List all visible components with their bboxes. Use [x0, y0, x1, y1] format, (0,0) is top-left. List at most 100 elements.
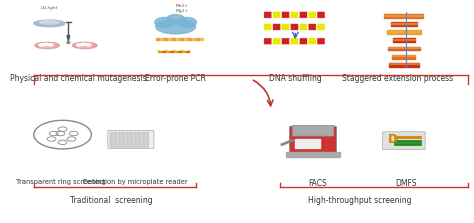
FancyBboxPatch shape	[282, 24, 290, 30]
Circle shape	[114, 132, 117, 134]
Circle shape	[118, 146, 121, 147]
Ellipse shape	[77, 43, 92, 47]
Circle shape	[122, 138, 125, 139]
Circle shape	[142, 140, 145, 141]
Bar	[155, 38, 159, 40]
Circle shape	[126, 144, 128, 145]
Bar	[188, 38, 191, 40]
Circle shape	[122, 132, 125, 134]
Circle shape	[48, 44, 53, 46]
FancyBboxPatch shape	[264, 24, 272, 30]
Bar	[392, 55, 415, 56]
Circle shape	[118, 136, 121, 138]
Circle shape	[130, 146, 133, 147]
Circle shape	[118, 132, 121, 134]
Ellipse shape	[67, 42, 70, 43]
Ellipse shape	[39, 43, 55, 47]
Bar	[191, 38, 195, 40]
Circle shape	[134, 144, 137, 145]
FancyBboxPatch shape	[317, 12, 325, 18]
Bar	[196, 38, 199, 40]
Circle shape	[122, 140, 125, 141]
Circle shape	[134, 132, 137, 134]
Circle shape	[142, 146, 145, 147]
Polygon shape	[67, 35, 70, 41]
FancyBboxPatch shape	[308, 24, 316, 30]
Text: UV-light: UV-light	[41, 6, 58, 10]
Circle shape	[77, 44, 81, 46]
Circle shape	[130, 134, 133, 136]
FancyBboxPatch shape	[291, 12, 299, 18]
Circle shape	[126, 134, 128, 136]
Circle shape	[134, 138, 137, 139]
Circle shape	[114, 140, 117, 141]
Bar	[389, 63, 419, 67]
Text: Error-prone PCR: Error-prone PCR	[145, 74, 206, 83]
Circle shape	[44, 43, 48, 45]
Circle shape	[146, 140, 148, 141]
Circle shape	[110, 136, 113, 138]
Circle shape	[114, 134, 117, 136]
Circle shape	[114, 138, 117, 139]
Bar	[166, 51, 169, 52]
Circle shape	[138, 134, 141, 136]
Circle shape	[167, 14, 184, 23]
Circle shape	[142, 132, 145, 134]
FancyBboxPatch shape	[273, 38, 281, 45]
Text: Mn2+: Mn2+	[176, 4, 189, 8]
Circle shape	[114, 136, 117, 138]
Bar	[168, 38, 171, 40]
Bar	[178, 51, 182, 52]
Circle shape	[114, 146, 117, 147]
Circle shape	[146, 136, 148, 138]
Circle shape	[81, 43, 86, 45]
Circle shape	[118, 134, 121, 136]
Circle shape	[146, 132, 148, 134]
Text: Staggered extension process: Staggered extension process	[342, 74, 453, 83]
FancyBboxPatch shape	[291, 38, 299, 45]
Circle shape	[142, 134, 145, 136]
Bar	[172, 38, 175, 40]
Circle shape	[126, 136, 128, 138]
FancyBboxPatch shape	[308, 12, 316, 18]
Bar	[392, 55, 415, 59]
Circle shape	[134, 146, 137, 147]
Circle shape	[146, 134, 148, 136]
Bar	[388, 47, 420, 50]
Text: D: D	[388, 133, 398, 147]
Bar	[393, 39, 415, 40]
Ellipse shape	[39, 21, 59, 24]
FancyBboxPatch shape	[299, 38, 307, 45]
Circle shape	[114, 142, 117, 143]
Circle shape	[146, 142, 148, 143]
Circle shape	[155, 17, 174, 27]
Circle shape	[138, 132, 141, 134]
Circle shape	[146, 144, 148, 145]
Bar	[286, 153, 340, 157]
Circle shape	[130, 144, 133, 145]
Bar	[389, 63, 419, 64]
Circle shape	[126, 132, 128, 134]
FancyBboxPatch shape	[292, 125, 334, 136]
Text: Physical and chemical mutagenesis: Physical and chemical mutagenesis	[10, 74, 146, 83]
FancyBboxPatch shape	[273, 24, 281, 30]
Circle shape	[110, 146, 113, 147]
Circle shape	[138, 138, 141, 139]
Text: Traditional  screening: Traditional screening	[70, 196, 153, 205]
Bar	[393, 38, 415, 42]
Text: FACS: FACS	[308, 179, 327, 188]
Circle shape	[134, 142, 137, 143]
Circle shape	[39, 44, 44, 46]
Circle shape	[114, 144, 117, 145]
Bar	[182, 51, 185, 52]
FancyBboxPatch shape	[299, 12, 307, 18]
Bar	[391, 23, 417, 24]
FancyBboxPatch shape	[108, 130, 154, 149]
Circle shape	[110, 134, 113, 136]
Circle shape	[118, 142, 121, 143]
Text: High-throughput screening: High-throughput screening	[308, 196, 411, 205]
Bar	[176, 38, 179, 40]
Text: Mg2+: Mg2+	[176, 9, 189, 13]
Bar	[160, 38, 163, 40]
Circle shape	[138, 142, 141, 143]
